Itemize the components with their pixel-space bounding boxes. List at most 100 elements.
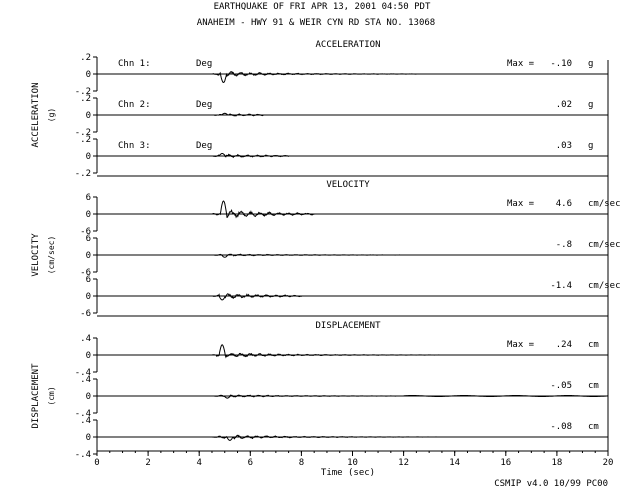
max-unit: g [588,141,593,151]
channel-2: .4 0 -.4 -.05 cm [75,375,608,419]
max-unit: cm [588,422,599,432]
panel-yunit: (cm) [47,386,56,405]
channel-3: 6 0 -6 -1.4 cm/sec [80,275,620,319]
panel-ylabel: DISPLACEMENT [31,363,41,429]
panel-displacement: DISPLACEMENT DISPLACEMENT (cm) .4 0 -.4 Max =.… [31,321,608,460]
y-tick-label: .4 [80,334,91,344]
channel-label: Chn 2: [118,100,151,110]
y-tick-label: .2 [80,94,91,104]
max-unit: cm/sec [588,240,621,250]
channel-3: .2 0 -.2 Chn 3: Deg .03 g [75,135,608,179]
channel-1: 6 0 -6 Max = 4.6 cm/sec [80,193,620,237]
y-tick-label: 6 [86,275,91,285]
trace-line [97,112,608,117]
channel-2: 6 0 -6 -.8 cm/sec [80,234,620,278]
y-tick-label: 0 [86,433,91,443]
panel-title: DISPLACEMENT [315,321,381,331]
panel-acceleration: ACCELERATION ACCELERATION (g) .2 0 -.2 Chn 1: D… [31,40,608,179]
x-tick-label: 10 [347,458,358,468]
x-axis-label: Time (sec) [321,468,375,478]
x-tick-label: 0 [94,458,99,468]
max-value: .24 [556,340,572,350]
x-tick-label: 4 [196,458,201,468]
max-prefix: Max = [507,199,535,209]
max-unit: cm/sec [588,281,621,291]
y-tick-label: 0 [86,251,91,261]
max-unit: g [588,100,593,110]
max-value: -.10 [550,59,572,69]
channel-orientation: Deg [196,59,212,69]
y-tick-label: 0 [86,210,91,220]
y-tick-label: 0 [86,152,91,162]
x-tick-label: 14 [449,458,460,468]
panel-ylabel: VELOCITY [31,233,41,277]
y-tick-label: 6 [86,234,91,244]
channel-label: Chn 3: [118,141,151,151]
y-tick-label: -6 [80,309,91,319]
channel-label: Chn 1: [118,59,151,69]
y-tick-label: 0 [86,292,91,302]
trace-line [97,293,608,301]
max-prefix: Max = [507,340,535,350]
x-tick-label: 18 [551,458,562,468]
y-tick-label: .4 [80,375,91,385]
max-unit: cm [588,340,599,350]
panel-yunit: (cm/sec) [47,236,56,275]
max-unit: cm/sec [588,199,621,209]
max-value: .03 [556,141,572,151]
channel-orientation: Deg [196,141,212,151]
y-tick-label: 0 [86,392,91,402]
channel-1: .2 0 -.2 Chn 1: Deg Max = -.10 g [75,53,608,97]
channel-2: .2 0 -.2 Chn 2: Deg .02 g [75,94,608,138]
y-tick-label: -.4 [75,409,91,419]
y-tick-label: .4 [80,416,91,426]
trace-line [97,71,608,84]
trace-line [97,253,608,258]
trace-line [97,434,608,441]
trace-line [97,153,608,159]
channel-3: .4 0 -.4 -.08 cm [75,416,608,460]
max-value: -.08 [550,422,572,432]
y-tick-label: -.2 [75,169,91,179]
panel-title: VELOCITY [326,180,370,190]
report-title: EARTHQUAKE OF FRI APR 13, 2001 04:50 PDT [214,2,431,12]
y-tick-label: -.2 [75,128,91,138]
trace-line [97,200,608,219]
y-tick-label: .2 [80,135,91,145]
y-tick-label: 0 [86,351,91,361]
y-tick-label: -.2 [75,87,91,97]
x-tick-label: 8 [299,458,304,468]
panel-velocity: VELOCITY VELOCITY (cm/sec) 6 0 -6 Max = 4.6 cm/s… [31,180,621,319]
panel-title: ACCELERATION [315,40,380,50]
max-prefix: Max = [507,59,535,69]
max-value: -1.4 [550,281,572,291]
footer-label: CSMIP v4.0 10/99 PC00 [494,479,608,489]
trace-line [97,394,608,399]
x-tick-label: 12 [398,458,409,468]
panel-ylabel: ACCELERATION [31,82,41,147]
panel-yunit: (g) [47,108,56,122]
max-unit: cm [588,381,599,391]
max-value: 4.6 [556,199,572,209]
x-tick-label: 16 [500,458,511,468]
y-tick-label: -6 [80,268,91,278]
max-value: -.8 [556,240,572,250]
y-tick-label: .2 [80,53,91,63]
channel-1: .4 0 -.4 Max = .24 cm [75,334,608,378]
max-value: -.05 [550,381,572,391]
channel-orientation: Deg [196,100,212,110]
y-tick-label: -.4 [75,450,91,460]
max-unit: g [588,59,593,69]
x-tick-label: 20 [603,458,614,468]
y-tick-label: 0 [86,70,91,80]
y-tick-label: -.4 [75,368,91,378]
x-tick-label: 6 [248,458,253,468]
panels-group: ACCELERATION ACCELERATION (g) .2 0 -.2 Chn 1: D… [31,40,621,460]
y-tick-label: -6 [80,227,91,237]
y-tick-label: 6 [86,193,91,203]
y-tick-label: 0 [86,111,91,121]
x-tick-label: 2 [145,458,150,468]
trace-line [97,344,608,359]
max-value: .02 [556,100,572,110]
